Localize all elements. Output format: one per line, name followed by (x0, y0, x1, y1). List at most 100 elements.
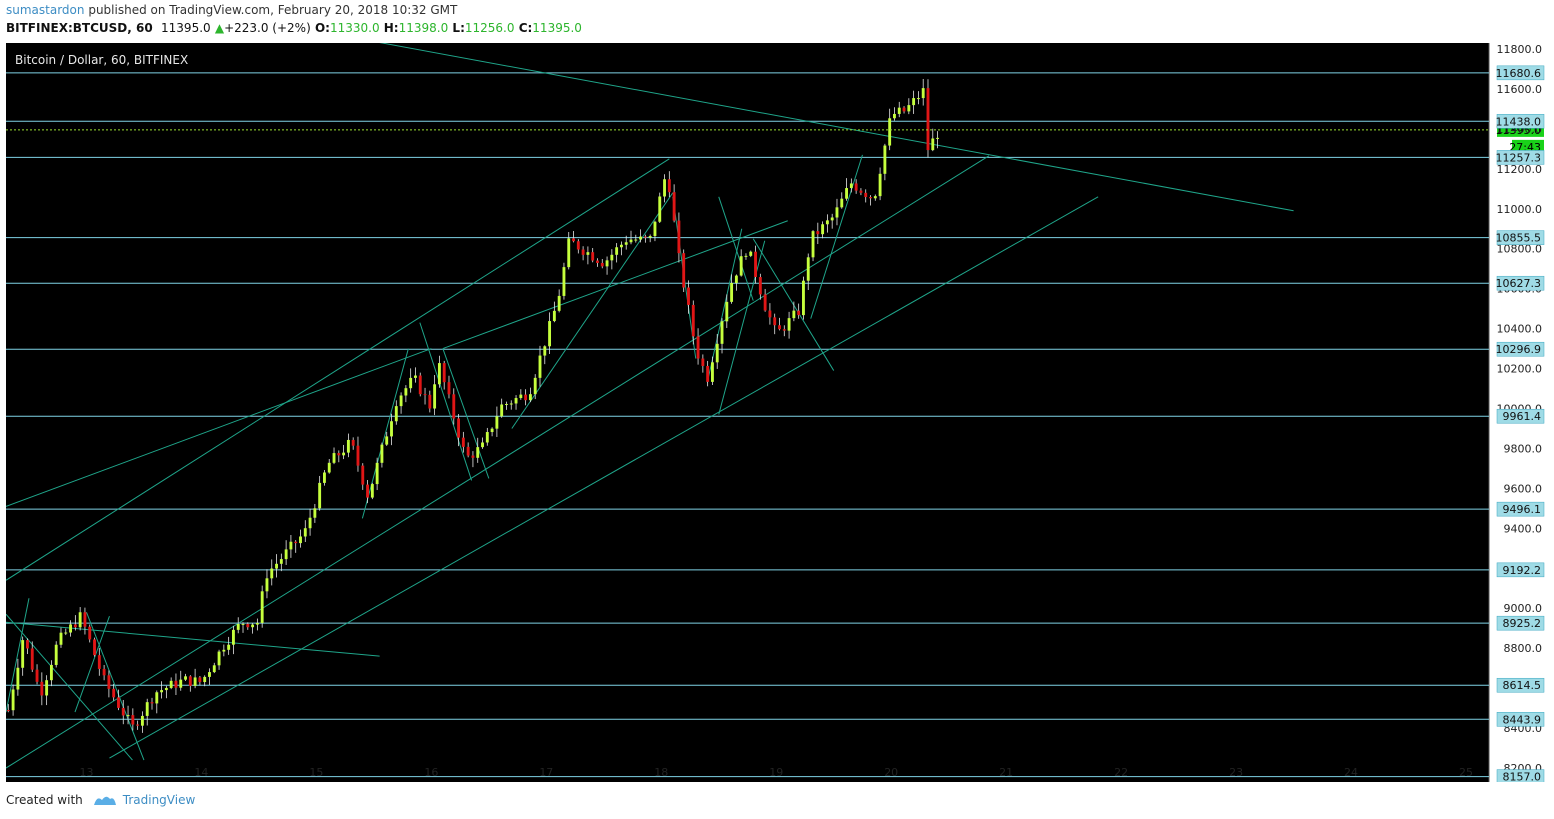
publish-text: published on TradingView.com, February 2… (88, 3, 458, 17)
tradingview-logo-icon (93, 796, 116, 805)
candle-body (557, 295, 561, 311)
candle-body (936, 137, 940, 139)
candle-body (505, 403, 508, 405)
candle-body (509, 403, 513, 405)
candle-body (342, 452, 346, 456)
candle-body (284, 549, 288, 560)
trend-line (6, 348, 432, 507)
candle-body (150, 702, 154, 704)
candle-body (782, 329, 786, 331)
candle-body (495, 416, 499, 429)
candle-body (773, 317, 777, 326)
tradingview-link[interactable]: TradingView (122, 793, 196, 807)
author-link[interactable]: sumastardon (6, 3, 85, 17)
candle-body (433, 384, 437, 409)
candle-body (902, 107, 906, 112)
candle-body (744, 255, 748, 257)
candle-body (476, 447, 480, 458)
candle-body (548, 321, 552, 347)
trend-line (718, 196, 754, 301)
candle-body (500, 404, 504, 417)
candle-body (227, 644, 231, 650)
candle-body (600, 262, 604, 267)
candle-body (749, 251, 753, 256)
trend-lines (6, 43, 1294, 769)
candle-body (260, 591, 264, 623)
candle-body (634, 239, 638, 241)
candle-body (849, 183, 853, 189)
high-label: H: (383, 21, 399, 35)
time-tick-label: 20 (884, 766, 898, 779)
candle-body (380, 444, 384, 463)
up-arrow-icon: ▲ (214, 21, 225, 35)
candle-body (69, 624, 73, 633)
candle-body (758, 277, 762, 295)
price-tick-label: 9800.0 (1504, 442, 1543, 455)
level-label: 8614.5 (1503, 679, 1542, 692)
candle-body (485, 432, 489, 443)
candle-body (461, 437, 465, 447)
candle-body (778, 325, 781, 330)
candle-body (696, 336, 700, 359)
candle-body (615, 247, 619, 255)
candle-body (279, 559, 283, 564)
candle-body (26, 640, 29, 649)
level-label: 8443.9 (1503, 713, 1542, 726)
candle-body (864, 192, 868, 198)
trend-line (511, 192, 674, 429)
candle-body (912, 98, 916, 106)
candle-body (390, 421, 393, 437)
trend-line (442, 348, 490, 479)
candle-body (394, 406, 398, 422)
candles (6, 78, 940, 733)
candle-body (78, 612, 82, 628)
candle-body (797, 310, 801, 316)
level-label: 11680.6 (1496, 67, 1542, 80)
time-tick-label: 13 (79, 766, 93, 779)
level-label-box (1496, 65, 1545, 81)
candle-body (294, 541, 298, 544)
candle-body (198, 677, 202, 683)
candle-body (418, 375, 422, 395)
level-label: 9192.2 (1503, 564, 1542, 577)
chart-area[interactable] (6, 43, 1489, 782)
candle-body (126, 715, 130, 717)
candle-body (231, 629, 235, 645)
time-tick-label: 23 (1229, 766, 1243, 779)
candle-body (672, 192, 676, 221)
price-tick-label: 10200.0 (1497, 363, 1543, 376)
candle-body (816, 231, 820, 235)
candle-body (323, 472, 326, 483)
price-chart[interactable]: 11395.027:43 8200.08400.08600.08800.0900… (6, 43, 1548, 782)
candle-body (897, 107, 901, 114)
candle-body (59, 632, 63, 645)
level-label-box (1496, 562, 1545, 578)
trend-line (6, 621, 380, 657)
candle-body (907, 105, 911, 112)
trend-line (6, 598, 30, 713)
level-label-box (1496, 230, 1545, 245)
candle-body (701, 358, 705, 366)
price-tick-label: 10400.0 (1497, 323, 1543, 336)
candle-body (193, 677, 197, 686)
candle-body (318, 482, 322, 509)
trend-line (361, 348, 409, 519)
candle-body (552, 310, 556, 322)
chart-title: Bitcoin / Dollar, 60, BITFINEX (15, 53, 188, 67)
candle-body (921, 88, 925, 99)
candle-body (811, 231, 815, 258)
candle-body (514, 398, 518, 404)
candle-body (629, 239, 633, 243)
candle-body (88, 626, 92, 640)
candle-body (208, 672, 211, 677)
time-tick-label: 19 (769, 766, 783, 779)
candle-body (131, 715, 135, 725)
time-tick-label: 24 (1344, 766, 1358, 779)
candle-body (648, 236, 652, 238)
level-label: 11438.0 (1496, 115, 1542, 128)
candle-body (691, 304, 695, 337)
candle-body (366, 484, 369, 498)
open-value: 11330.0 (329, 21, 380, 35)
level-label-box (1496, 615, 1545, 631)
candle-body (64, 632, 68, 634)
